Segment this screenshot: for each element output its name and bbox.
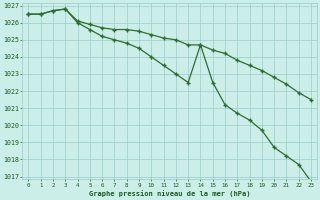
X-axis label: Graphe pression niveau de la mer (hPa): Graphe pression niveau de la mer (hPa): [89, 190, 251, 197]
